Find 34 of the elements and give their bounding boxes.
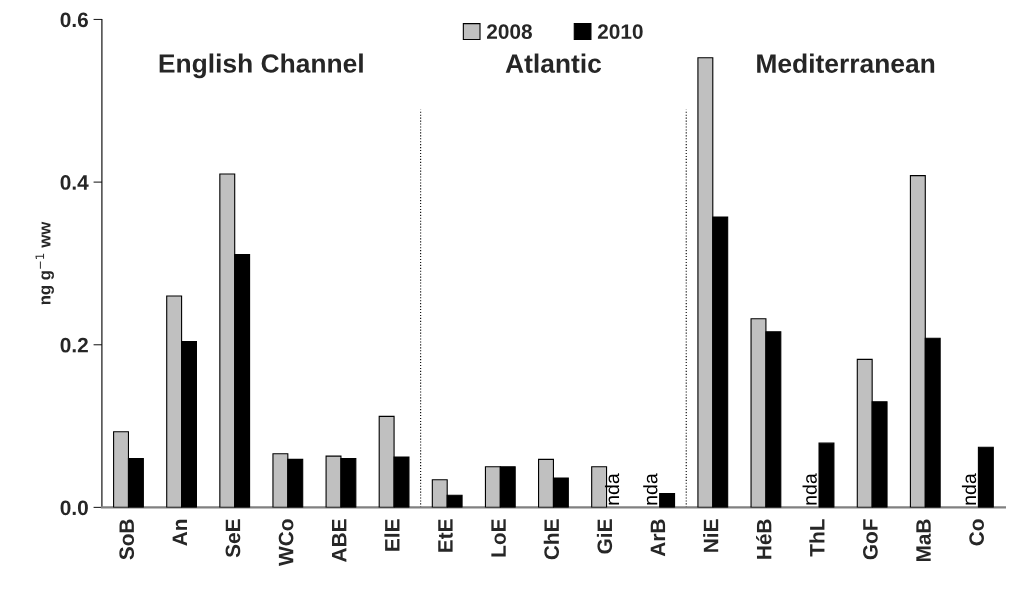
x-tick-label: An xyxy=(172,519,187,546)
x-tick-label: SoB xyxy=(119,519,135,560)
annotation: nda xyxy=(961,473,977,505)
x-tick-label: EtE xyxy=(438,519,453,552)
x-tick-label: GoF xyxy=(863,519,878,560)
x-tick-label: Co xyxy=(969,519,984,546)
bar xyxy=(659,493,676,508)
bar xyxy=(977,446,994,508)
legend-label: 2008 xyxy=(486,24,532,39)
x-tick-label: HéB xyxy=(756,519,772,559)
x-tick-label: ABE xyxy=(332,519,347,562)
legend-label: 2010 xyxy=(597,24,643,39)
annotation: nda xyxy=(802,473,817,505)
y-tick-label: 0.6 xyxy=(60,12,88,28)
x-tick-label: ArB xyxy=(650,519,666,557)
annotation: nda xyxy=(643,473,658,505)
x-tick-label: NiE xyxy=(703,519,719,552)
x-tick-label: LoE xyxy=(491,519,506,557)
y-tick-label: 0.4 xyxy=(60,175,89,190)
x-tick-label: GiE xyxy=(596,519,613,554)
y-axis-title: ng g$^{−1}$ ww xyxy=(35,221,54,305)
x-tick-label: WCo xyxy=(278,519,294,566)
x-tick-label: MaB xyxy=(916,519,931,562)
y-tick-label: 0.2 xyxy=(60,337,88,353)
y-tick-label: 0.0 xyxy=(60,500,88,516)
bar xyxy=(818,442,835,508)
annotation: nda xyxy=(604,473,620,505)
x-tick-label: ChE xyxy=(543,519,560,560)
annotation: English Channel xyxy=(159,53,363,79)
x-tick-label: SeE xyxy=(225,519,241,558)
annotation: Mediterranean xyxy=(757,53,935,73)
annotation: Atlantic xyxy=(505,53,602,73)
x-tick-label: ElE xyxy=(384,519,400,551)
x-tick-label: ThL xyxy=(809,519,825,557)
